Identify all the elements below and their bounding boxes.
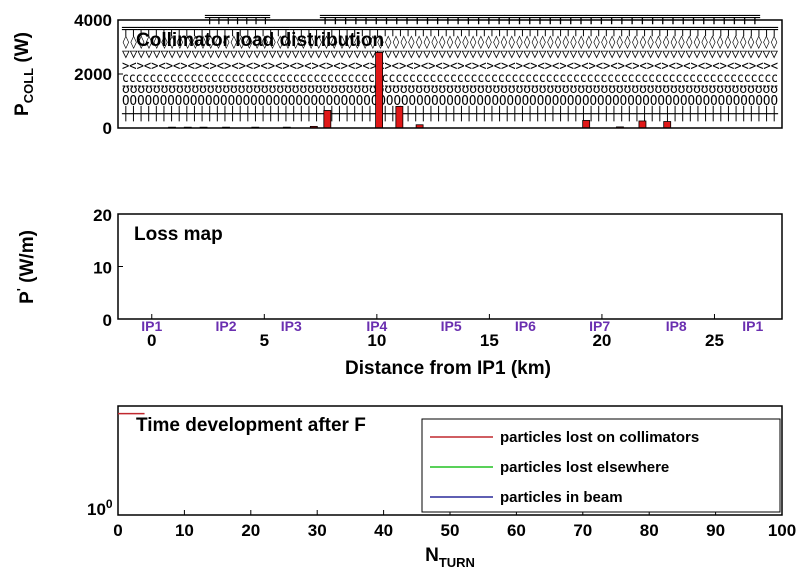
panel1-y-tick-0: 0	[103, 119, 112, 138]
bar-13	[638, 120, 647, 129]
panel3-x-tick-7: 70	[573, 521, 592, 540]
panel3-x-tick-8: 80	[640, 521, 659, 540]
legend-label-0: particles lost on collimators	[500, 429, 699, 446]
marker-row-4: cccccccccccccccccccccccccccccccccccccccc…	[122, 71, 778, 86]
marker-row-top-a: ╤╤╤╤╤╤╤	[204, 10, 270, 25]
panel3-x-tick-10: 100	[768, 521, 796, 540]
bar-7	[323, 110, 332, 129]
panel3-x-tick-5: 50	[441, 521, 460, 540]
panel3-x-tick-3: 30	[308, 521, 327, 540]
panel2-y-label: P' (W/m)	[14, 230, 38, 304]
ip-marker-1: IP2	[216, 318, 237, 334]
panel2-x-tick-3: 15	[480, 331, 499, 350]
ip-marker-8: IP1	[742, 318, 763, 334]
ip-marker-5: IP6	[515, 318, 536, 334]
legend-items: particles lost on collimators particles l…	[430, 429, 699, 506]
panel1-title: Collimator load distribution	[136, 30, 384, 51]
panel2-x-tick-4: 20	[592, 331, 611, 350]
time-development-panel: Time development after F 0 10 20 30 40 50 60 70…	[87, 405, 796, 570]
collimator-load-panel: ╤╤╤╤╤╤╤╤╤╤╤╤╤╤╤╤╤╤╤╤╤╤╤╤╤╤╤╤╤╤╤╤╤╤╤╤╤╤╤╤…	[12, 10, 783, 138]
panel3-y-tick-label: 100	[87, 497, 113, 519]
marker-row-2: ▽▽▽▽▽▽▽▽▽▽▽▽▽▽▽▽▽▽▽▽▽▽▽▽▽▽▽▽▽▽▽▽▽▽▽▽▽▽▽▽…	[122, 47, 778, 62]
ip-marker-6: IP7	[589, 318, 610, 334]
legend: particles lost on collimators particles l…	[421, 418, 781, 513]
panel3-x-tick-9: 90	[706, 521, 725, 540]
legend-label-1: particles lost elsewhere	[500, 459, 669, 476]
ip-marker-4: IP5	[441, 318, 462, 334]
panel2-x-tick-0: 0	[147, 331, 156, 350]
panel1-y-ticks: 0 2000 4000	[74, 11, 123, 138]
panel2-y-tick-1: 10	[93, 259, 112, 278]
panel2-x-tick-2: 10	[367, 331, 386, 350]
collimator-marker-rows: ╤╤╤╤╤╤╤╤╤╤╤╤╤╤╤╤╤╤╤╤╤╤╤╤╤╤╤╤╤╤╤╤╤╤╤╤╤╤╤╤…	[121, 10, 778, 122]
legend-label-2: particles in beam	[500, 489, 623, 506]
panel3-x-tick-4: 40	[374, 521, 393, 540]
panel1-y-tick-1: 2000	[74, 65, 112, 84]
panel2-x-ticks: 0 5 10 15 20 25	[147, 314, 724, 350]
panel2-x-tick-1: 5	[260, 331, 269, 350]
bar-9	[395, 106, 404, 129]
bar-14	[663, 121, 672, 129]
panel3-x-tick-0: 0	[113, 521, 122, 540]
panel2-x-tick-5: 25	[705, 331, 724, 350]
ip-marker-3: IP4	[366, 318, 387, 334]
panel3-x-label: NTURN	[425, 545, 475, 570]
panel3-x-tick-2: 20	[241, 521, 260, 540]
panel2-y-tick-2: 20	[93, 206, 112, 225]
bar-11	[582, 120, 591, 129]
marker-row-0: ╤╤╤╤╤╤╤╤╤╤╤╤╤╤╤╤╤╤╤╤╤╤╤╤╤╤╤╤╤╤╤╤╤╤╤╤╤╤╤╤…	[121, 22, 778, 37]
panel2-y-ticks: 0 10 20	[93, 206, 123, 330]
marker-row-top-b: ╤╤╤╤╤╤╤╤╤╤╤╤╤╤╤╤╤╤╤╤╤╤╤╤╤╤╤╤╤╤╤╤╤╤╤╤╤╤╤╤…	[319, 10, 761, 25]
ip-marker-7: IP8	[666, 318, 687, 334]
ip-markers: IP1 IP2 IP3 IP4 IP5 IP6 IP7 IP8 IP1	[141, 318, 763, 334]
marker-row-7: ┼┼┼┼┼┼┼┼┼┼┼┼┼┼┼┼┼┼┼┼┼┼┼┼┼┼┼┼┼┼┼┼┼┼┼┼┼┼┼┼…	[121, 105, 778, 122]
panel2-y-tick-0: 0	[103, 311, 112, 330]
panel3-x-ticks: 0 10 20 30 40 50 60 70 80 90 100	[113, 510, 796, 540]
panel2-x-label: Distance from IP1 (km)	[345, 358, 551, 379]
bar-8	[375, 52, 383, 129]
marker-row-5: ʊʊʊʊʊʊʊʊʊʊʊʊʊʊʊʊʊʊʊʊʊʊʊʊʊʊʊʊʊʊʊʊʊʊʊʊʊʊʊʊ…	[122, 82, 778, 97]
panel1-y-tick-2: 4000	[74, 11, 112, 30]
panel3-title: Time development after F	[136, 415, 366, 436]
panel2-title: Loss map	[134, 224, 223, 245]
panel3-x-tick-6: 60	[507, 521, 526, 540]
marker-row-1: ◊◊◊◊◊◊◊◊◊◊◊◊◊◊◊◊◊◊◊◊◊◊◊◊◊◊◊◊◊◊◊◊◊◊◊◊◊◊◊◊…	[122, 35, 778, 50]
ip-marker-2: IP3	[281, 318, 302, 334]
marker-row-6: OOOOOOOOOOOOOOOOOOOOOOOOOOOOOOOOOOOOOOOO…	[122, 94, 778, 109]
panel3-x-tick-1: 10	[175, 521, 194, 540]
ip-marker-0: IP1	[141, 318, 162, 334]
panel1-y-label: PCOLL (W)	[12, 32, 36, 116]
marker-row-3: ><><><><><><><><><><><><><><><><><><><><…	[122, 59, 778, 74]
